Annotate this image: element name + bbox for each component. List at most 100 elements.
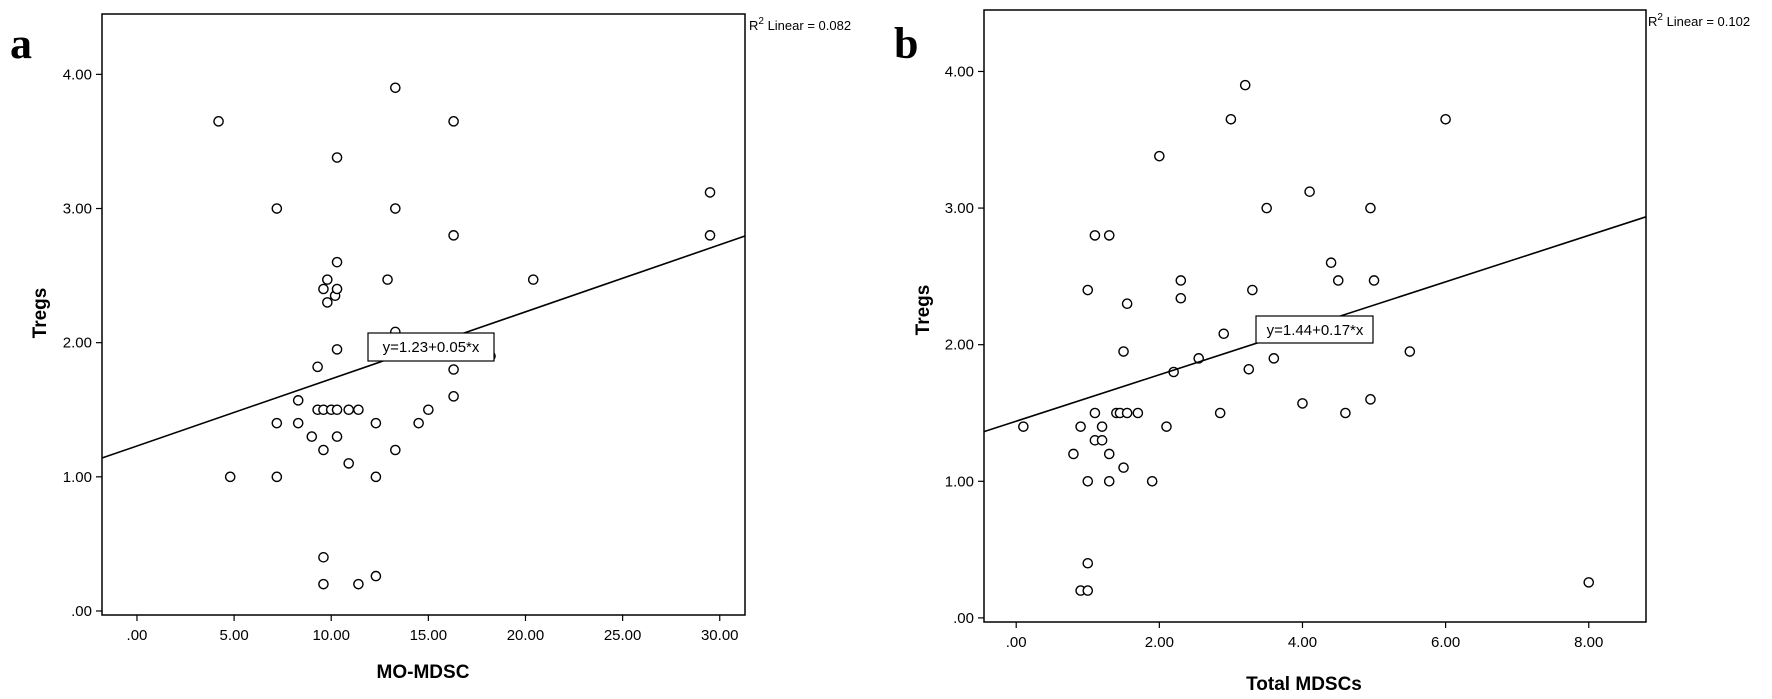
- scatter-point: [370, 471, 382, 483]
- scatter-point: [1082, 475, 1094, 487]
- scatter-point: [1121, 407, 1133, 419]
- scatter-point: [1082, 557, 1094, 569]
- y-tick-label: 2.00: [63, 335, 92, 352]
- scatter-point: [343, 404, 355, 416]
- scatter-point: [312, 361, 323, 373]
- y-tick-label: 1.00: [63, 469, 92, 486]
- scatter-point: [448, 116, 459, 127]
- scatter-point: [331, 344, 343, 355]
- scatter-point: [1247, 284, 1258, 296]
- scatter-point: [390, 82, 401, 94]
- panel-a-r2-label: R2 Linear = 0.082: [749, 16, 851, 33]
- scatter-point: [1340, 407, 1351, 419]
- scatter-point: [527, 274, 539, 285]
- panel-a-letter: a: [10, 19, 32, 68]
- scatter-point: [1243, 363, 1255, 375]
- scatter-point: [318, 283, 329, 295]
- scatter-point: [271, 203, 283, 214]
- scatter-point: [1096, 421, 1108, 432]
- scatter-point: [1118, 346, 1129, 357]
- scatter-point: [1175, 292, 1187, 304]
- y-tick-label: 4.00: [945, 63, 974, 80]
- scatter-point: [370, 417, 382, 429]
- scatter-point: [704, 187, 716, 198]
- scatter-point: [331, 283, 343, 295]
- panel-a-equation-frame: [367, 332, 495, 362]
- x-tick-label: 5.00: [219, 627, 248, 644]
- x-tick-label: .00: [127, 627, 148, 644]
- scatter-point: [1103, 448, 1115, 460]
- scatter-point: [1161, 421, 1172, 432]
- x-tick-label: 20.00: [507, 627, 545, 644]
- scatter-point: [1121, 298, 1133, 310]
- panel-b: b .00 2.00 4.00 6.00 8.00 .00 1.00 2.00 3.00 4.00…: [894, 9, 1750, 695]
- scatter-point: [1214, 407, 1226, 419]
- scatter-point: [1268, 353, 1280, 364]
- scatter-point: [1332, 275, 1344, 286]
- scatter-point: [390, 444, 401, 456]
- panel-a-ylabel: Tregs: [30, 288, 51, 339]
- panel-a-plot-frame: [101, 13, 746, 616]
- scatter-point: [331, 152, 343, 163]
- y-tick-label: .00: [953, 610, 974, 627]
- scatter-point: [1583, 577, 1595, 588]
- scatter-point: [448, 364, 459, 375]
- scatter-point: [213, 116, 224, 127]
- y-tick-label: 2.00: [945, 337, 974, 354]
- x-tick-label: .00: [1006, 634, 1027, 651]
- x-tick-label: 10.00: [312, 627, 350, 644]
- scatter-point: [271, 471, 283, 483]
- scatter-point: [1146, 475, 1158, 487]
- scatter-point: [1440, 113, 1451, 125]
- scatter-point: [448, 230, 459, 241]
- panel-b-equation-frame: [1255, 315, 1374, 344]
- scatter-point: [1103, 230, 1115, 241]
- scatter-point: [1404, 346, 1416, 357]
- y-tick-label: 3.00: [63, 201, 92, 218]
- panel-b-xlabel: Total MDSCs: [1246, 674, 1362, 695]
- scatter-point: [1225, 113, 1237, 125]
- panel-a: a .00 5.00 10.00 15.00 20.00 25.00 30.00 .00 1.0…: [10, 13, 851, 683]
- scatter-point: [390, 203, 401, 214]
- scatter-point: [322, 274, 333, 285]
- scatter-point: [1304, 186, 1315, 197]
- panel-b-ylabel: Tregs: [913, 285, 934, 336]
- scatter-point: [318, 444, 329, 456]
- x-tick-label: 30.00: [701, 627, 739, 644]
- scatter-point: [1075, 421, 1086, 432]
- scatter-point: [1297, 398, 1308, 409]
- scatter-point: [704, 230, 716, 241]
- scatter-point: [1325, 257, 1337, 269]
- scatter-point: [1118, 462, 1129, 473]
- x-tick-label: 8.00: [1574, 634, 1603, 651]
- scatter-point: [331, 256, 343, 268]
- scatter-point: [382, 274, 393, 285]
- scatter-point: [1175, 275, 1187, 286]
- scatter-point: [1103, 475, 1115, 487]
- scatter-point: [1365, 394, 1376, 405]
- panel-b-r2-label: R2 Linear = 0.102: [1648, 12, 1750, 29]
- scatter-point: [292, 395, 304, 406]
- scatter-point: [1239, 79, 1251, 91]
- scatter-point: [1082, 585, 1094, 596]
- panel-a-ticks: .00 5.00 10.00 15.00 20.00 25.00 30.00 .00 1.00 2…: [63, 66, 739, 644]
- panel-b-equation-box: y=1.44+0.17*x: [1255, 315, 1374, 344]
- scatter-point: [353, 578, 364, 590]
- panel-b-equation: y=1.44+0.17*x: [1267, 322, 1364, 339]
- scatter-point: [224, 471, 236, 483]
- scatter-point: [306, 431, 318, 442]
- x-tick-label: 4.00: [1288, 634, 1317, 651]
- panel-b-letter: b: [894, 19, 918, 68]
- panel-a-xlabel: MO-MDSC: [377, 662, 470, 683]
- scatter-point: [1132, 407, 1144, 419]
- scatter-point: [331, 404, 343, 416]
- y-tick-label: 3.00: [945, 200, 974, 217]
- scatter-point: [343, 458, 355, 469]
- scatter-point: [1018, 421, 1029, 432]
- x-tick-label: 2.00: [1145, 634, 1174, 651]
- x-tick-label: 15.00: [410, 627, 448, 644]
- scatter-point: [1089, 230, 1101, 241]
- scatter-point: [448, 391, 459, 402]
- panel-a-points: [213, 82, 716, 590]
